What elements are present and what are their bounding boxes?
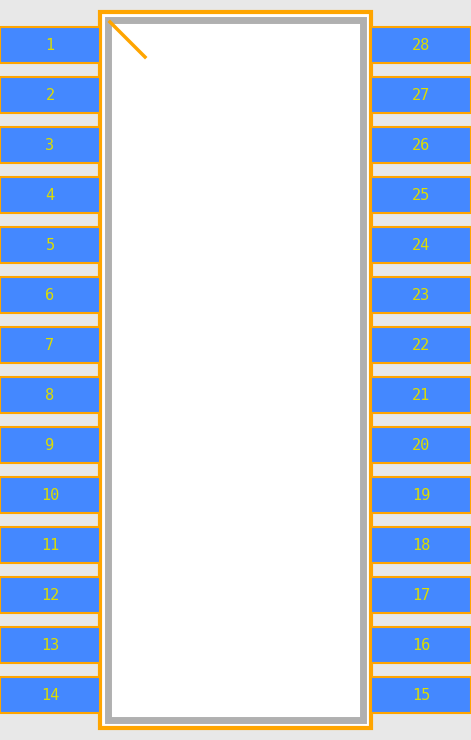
Text: 21: 21 [412, 388, 430, 403]
Bar [0, 177, 100, 213]
Bar [371, 427, 471, 463]
Text: 19: 19 [412, 488, 430, 502]
Bar [371, 627, 471, 663]
Text: 23: 23 [412, 288, 430, 303]
Bar [371, 177, 471, 213]
Text: 6: 6 [45, 288, 55, 303]
Text: 17: 17 [412, 588, 430, 602]
Bar [371, 227, 471, 263]
Bar [0, 627, 100, 663]
Bar [0, 377, 100, 413]
Text: 15: 15 [412, 687, 430, 702]
Text: 10: 10 [41, 488, 59, 502]
Bar [0, 277, 100, 313]
Bar [0, 77, 100, 113]
Text: 13: 13 [41, 637, 59, 653]
Bar [371, 77, 471, 113]
Bar [108, 20, 363, 720]
Bar [371, 677, 471, 713]
Text: 14: 14 [41, 687, 59, 702]
Bar [371, 377, 471, 413]
Bar [0, 327, 100, 363]
Text: 3: 3 [45, 138, 55, 152]
Bar [371, 527, 471, 563]
Bar [371, 477, 471, 513]
Bar [0, 477, 100, 513]
Text: 27: 27 [412, 87, 430, 103]
Text: 9: 9 [45, 437, 55, 452]
Text: 20: 20 [412, 437, 430, 452]
Bar [0, 527, 100, 563]
Text: 4: 4 [45, 187, 55, 203]
Bar [0, 677, 100, 713]
Text: 1: 1 [45, 38, 55, 53]
Bar [100, 12, 371, 728]
Text: 25: 25 [412, 187, 430, 203]
Bar [0, 427, 100, 463]
Bar [371, 27, 471, 63]
Text: 16: 16 [412, 637, 430, 653]
Text: 5: 5 [45, 238, 55, 252]
Text: 28: 28 [412, 38, 430, 53]
Text: 26: 26 [412, 138, 430, 152]
Bar [0, 227, 100, 263]
Text: 11: 11 [41, 537, 59, 553]
Text: 24: 24 [412, 238, 430, 252]
Text: 2: 2 [45, 87, 55, 103]
Text: 7: 7 [45, 337, 55, 352]
Bar [371, 577, 471, 613]
Text: 22: 22 [412, 337, 430, 352]
Bar [371, 327, 471, 363]
Text: 18: 18 [412, 537, 430, 553]
Bar [0, 27, 100, 63]
Bar [0, 127, 100, 163]
Bar [371, 277, 471, 313]
Bar [0, 577, 100, 613]
Text: 8: 8 [45, 388, 55, 403]
Bar [371, 127, 471, 163]
Text: 12: 12 [41, 588, 59, 602]
